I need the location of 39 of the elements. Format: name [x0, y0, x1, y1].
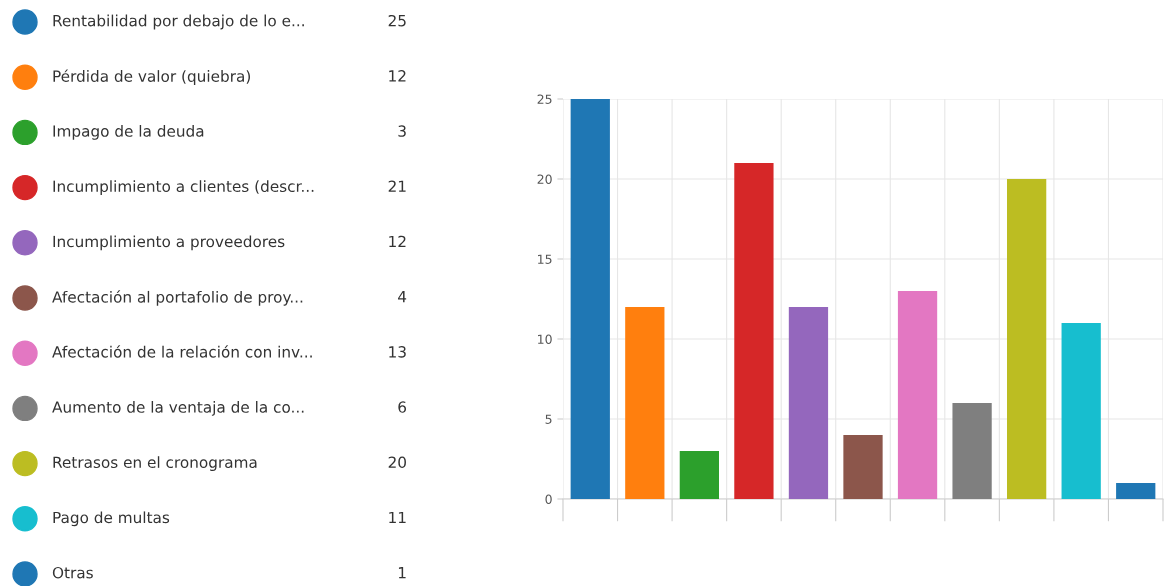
text: 25 — [388, 14, 406, 27]
text: Otras — [52, 566, 93, 579]
bar — [1116, 483, 1156, 499]
y-tick-label: 0 — [545, 494, 552, 504]
text: Retrasos en el cronograma — [53, 456, 257, 471]
bar — [625, 307, 665, 499]
y-tick-label: 5 — [545, 414, 552, 424]
bar — [897, 291, 938, 499]
bar — [570, 99, 610, 499]
y-tick-label: 10 — [538, 334, 552, 344]
bar — [1007, 179, 1047, 499]
text: Afectación al portafolio de proy... — [52, 290, 303, 306]
y-tick-label: 15 — [538, 254, 552, 264]
text: Afectación de la relación con inv... — [52, 345, 312, 358]
text: Incumplimiento a clientes (descr... — [53, 180, 314, 195]
bar — [952, 403, 992, 499]
text: Incumplimiento a proveedores — [53, 235, 285, 251]
text: 12 — [389, 70, 406, 82]
y-tick-label: 20 — [537, 174, 552, 184]
bar — [843, 435, 883, 499]
text: 4 — [398, 291, 407, 303]
text: 12 — [389, 235, 406, 248]
text: 13 — [389, 346, 406, 358]
text: Impago de la deuda — [53, 125, 204, 140]
bar — [679, 451, 719, 499]
text: Pérdida de valor (quiebra) — [53, 69, 250, 85]
y-tick-label: 25 — [537, 94, 552, 104]
text: 20 — [388, 456, 406, 469]
text: Pago de multas — [53, 511, 170, 527]
bar — [1061, 323, 1101, 499]
text: 1 — [398, 567, 406, 579]
text: 3 — [398, 125, 406, 137]
text: 6 — [398, 401, 407, 413]
bar — [788, 307, 829, 499]
bar — [734, 163, 774, 499]
text: 11 — [389, 511, 406, 524]
text: Aumento de la ventaja de la co... — [52, 401, 304, 416]
text: Rentabilidad por debajo de lo e... — [53, 14, 304, 30]
text: 21 — [388, 180, 406, 192]
